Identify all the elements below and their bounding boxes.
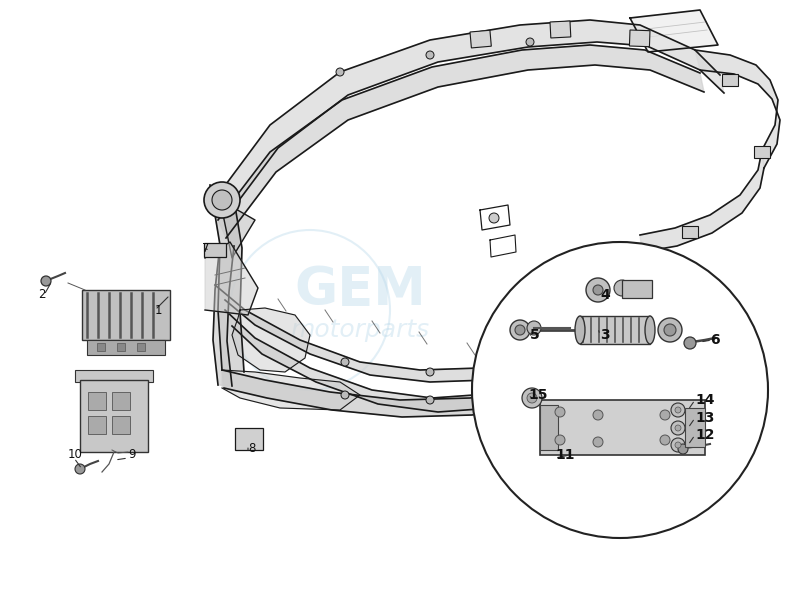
Circle shape (671, 403, 685, 417)
Circle shape (527, 374, 543, 390)
Circle shape (684, 337, 696, 349)
Text: 4: 4 (600, 288, 610, 302)
Bar (80, 380, 148, 452)
Text: 13: 13 (695, 411, 714, 425)
Polygon shape (640, 150, 764, 252)
Text: GEM: GEM (294, 264, 426, 316)
Polygon shape (205, 242, 258, 315)
Circle shape (593, 410, 603, 420)
Circle shape (675, 425, 681, 431)
Bar (82, 290, 170, 340)
Text: motorparts: motorparts (290, 318, 430, 342)
Circle shape (660, 435, 670, 445)
Bar (112, 392, 130, 410)
Text: 2: 2 (38, 289, 46, 301)
Ellipse shape (575, 316, 585, 344)
Circle shape (593, 437, 603, 447)
Circle shape (426, 51, 434, 59)
Circle shape (212, 190, 232, 210)
Bar (540, 405, 558, 450)
Polygon shape (225, 310, 540, 412)
Bar (622, 280, 652, 298)
Text: 8: 8 (248, 442, 255, 455)
Circle shape (336, 68, 344, 76)
Bar (754, 146, 770, 158)
Bar (117, 343, 125, 351)
Circle shape (658, 318, 682, 342)
Text: 3: 3 (600, 328, 610, 342)
Bar (682, 226, 698, 238)
Circle shape (526, 38, 534, 46)
Polygon shape (220, 200, 255, 258)
Bar (630, 30, 650, 47)
Text: 10: 10 (68, 449, 83, 461)
Circle shape (489, 213, 499, 223)
Circle shape (527, 321, 541, 335)
Bar (235, 428, 263, 450)
Circle shape (341, 391, 349, 399)
Text: 7: 7 (202, 241, 210, 254)
Bar (580, 316, 650, 344)
Polygon shape (215, 285, 538, 382)
Bar (685, 408, 705, 447)
Circle shape (555, 435, 565, 445)
Ellipse shape (645, 316, 655, 344)
Circle shape (522, 388, 542, 408)
Text: 6: 6 (710, 333, 720, 347)
Text: 5: 5 (530, 328, 540, 342)
Polygon shape (222, 370, 360, 410)
Circle shape (593, 285, 603, 295)
Circle shape (678, 444, 688, 454)
Bar (97, 343, 105, 351)
Polygon shape (218, 45, 704, 238)
Bar (204, 243, 226, 257)
Circle shape (586, 278, 610, 302)
Polygon shape (630, 10, 718, 52)
Circle shape (526, 388, 534, 396)
Bar (75, 370, 153, 382)
Bar (722, 74, 738, 86)
Bar (112, 416, 130, 434)
Text: 1: 1 (155, 304, 162, 317)
Circle shape (515, 325, 525, 335)
Circle shape (204, 182, 240, 218)
Bar (540, 400, 705, 455)
Circle shape (555, 407, 565, 417)
Circle shape (75, 464, 85, 474)
Circle shape (675, 442, 681, 448)
Circle shape (671, 421, 685, 435)
Circle shape (660, 410, 670, 420)
Circle shape (675, 407, 681, 413)
Bar (550, 21, 571, 38)
Circle shape (614, 280, 630, 296)
Bar (88, 416, 106, 434)
Polygon shape (232, 308, 310, 372)
Bar (470, 30, 491, 48)
Circle shape (671, 438, 685, 452)
Text: 9: 9 (128, 449, 135, 461)
Bar (137, 343, 145, 351)
Bar (88, 392, 106, 410)
Bar (87, 340, 165, 355)
Circle shape (426, 368, 434, 376)
Text: 15: 15 (528, 388, 547, 402)
Circle shape (41, 276, 51, 286)
Circle shape (341, 358, 349, 366)
Circle shape (664, 324, 676, 336)
Text: 12: 12 (695, 428, 714, 442)
Circle shape (472, 242, 768, 538)
Circle shape (517, 364, 553, 400)
Polygon shape (695, 50, 780, 168)
Polygon shape (222, 370, 577, 417)
Circle shape (426, 396, 434, 404)
Text: 11: 11 (555, 448, 574, 462)
Polygon shape (218, 20, 724, 215)
Circle shape (510, 320, 530, 340)
Text: 14: 14 (695, 393, 714, 407)
Polygon shape (213, 245, 234, 386)
Circle shape (527, 393, 537, 403)
Polygon shape (210, 185, 244, 372)
